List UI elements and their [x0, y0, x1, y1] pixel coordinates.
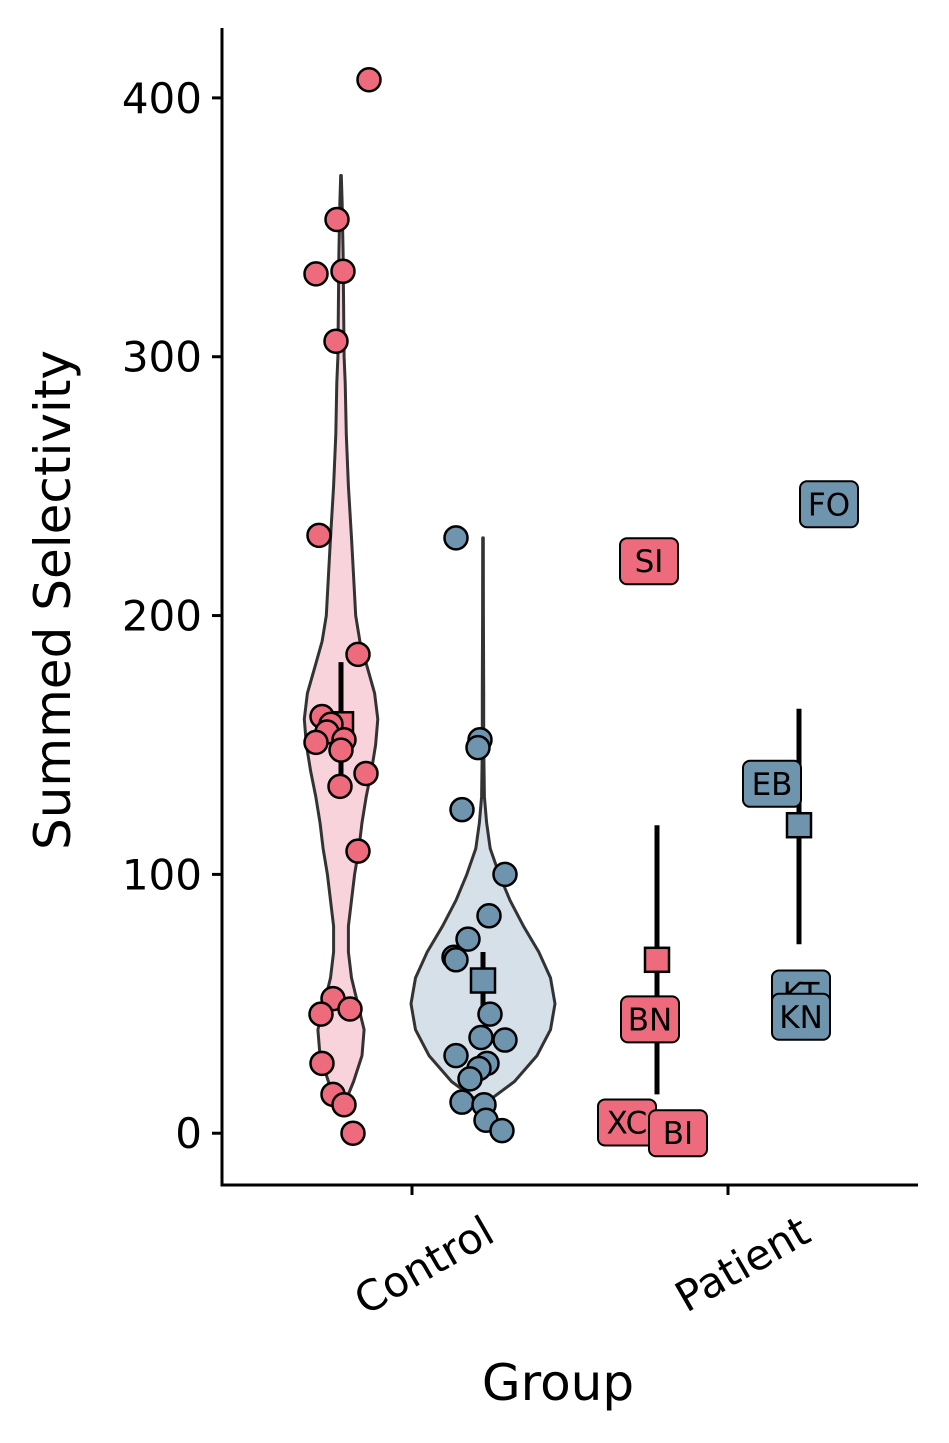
data-point-pink — [306, 522, 332, 549]
point-layer — [303, 67, 518, 1146]
data-point-blue — [477, 1001, 503, 1027]
data-point-blue — [443, 947, 469, 973]
data-point-pink — [353, 760, 379, 787]
data-point-pink — [323, 328, 349, 354]
x-axis-title: Group — [482, 1354, 634, 1412]
data-point-blue — [457, 1066, 483, 1092]
violin-pink — [302, 174, 380, 1109]
patient-label-layer: SIBNXCBIFOEBKTKN — [597, 480, 859, 1158]
patient-label-kn: KN — [771, 992, 831, 1041]
data-point-pink — [345, 838, 371, 864]
patient-label-text: XC — [607, 1105, 648, 1141]
data-point-pink — [324, 206, 350, 233]
y-tick-label: 400 — [122, 74, 202, 123]
data-point-blue — [449, 1089, 475, 1115]
y-tick-label: 100 — [122, 850, 202, 899]
patient-label-box — [620, 995, 680, 1044]
data-point-blue — [443, 525, 469, 551]
data-point-blue — [492, 1027, 518, 1053]
patient-label-text: BI — [663, 1116, 693, 1152]
data-point-pink — [340, 1120, 366, 1146]
summary-layer — [327, 662, 813, 1095]
violin-layer — [302, 174, 557, 1109]
patient-label-text: KN — [779, 1000, 823, 1036]
data-point-pink — [328, 737, 354, 763]
patient-label-text: SI — [635, 544, 664, 580]
data-point-pink — [331, 1092, 357, 1118]
y-ticks: 0 100 200 300 400 — [122, 74, 222, 1158]
patient-label-text: BN — [628, 1002, 672, 1038]
y-axis-title: Summed Selectivity — [24, 350, 82, 850]
patient-label-box — [648, 1109, 708, 1158]
data-point-blue — [489, 1117, 515, 1144]
data-point-blue — [465, 734, 491, 761]
patient-label-text: EB — [752, 767, 793, 803]
axes: 0 100 200 300 400 Control Patient — [122, 28, 918, 1325]
patient-label-box — [742, 759, 802, 808]
data-point-pink — [308, 1001, 334, 1027]
data-point-pink — [330, 258, 356, 285]
y-tick-label: 200 — [122, 592, 202, 641]
data-point-blue — [449, 796, 475, 823]
data-point-blue — [468, 1024, 494, 1051]
y-tick-label: 0 — [175, 1109, 202, 1158]
data-point-blue — [443, 1042, 469, 1069]
data-point-blue — [492, 861, 518, 888]
data-point-pink — [345, 641, 371, 668]
mean-marker-patient-pink — [643, 946, 671, 974]
patient-label-fo: FO — [799, 480, 859, 529]
patient-label-bi: BI — [648, 1109, 708, 1158]
patient-label-text: FO — [808, 487, 850, 523]
mean-marker-patient-blue — [785, 811, 813, 839]
data-point-pink — [327, 773, 353, 800]
data-point-blue — [455, 926, 481, 952]
patient-label-eb: EB — [742, 759, 802, 808]
x-tick-label-patient: Patient — [667, 1206, 818, 1322]
data-point-pink — [303, 729, 329, 756]
data-point-pink — [309, 1050, 335, 1077]
y-tick-label: 300 — [122, 333, 202, 382]
patient-label-box — [771, 992, 831, 1041]
patient-label-si: SI — [619, 537, 679, 586]
data-point-pink — [303, 261, 329, 287]
mean-marker-control-blue — [469, 967, 497, 994]
data-point-pink — [356, 67, 382, 93]
data-point-pink — [337, 996, 363, 1022]
patient-label-box — [799, 480, 859, 529]
patient-label-bn: BN — [620, 995, 680, 1044]
data-point-blue — [476, 903, 502, 929]
patient-label-box — [619, 537, 679, 586]
x-ticks: Control Patient — [346, 1185, 818, 1325]
patient-label-xc: XC — [597, 1098, 657, 1147]
x-tick-label-control: Control — [346, 1206, 502, 1324]
